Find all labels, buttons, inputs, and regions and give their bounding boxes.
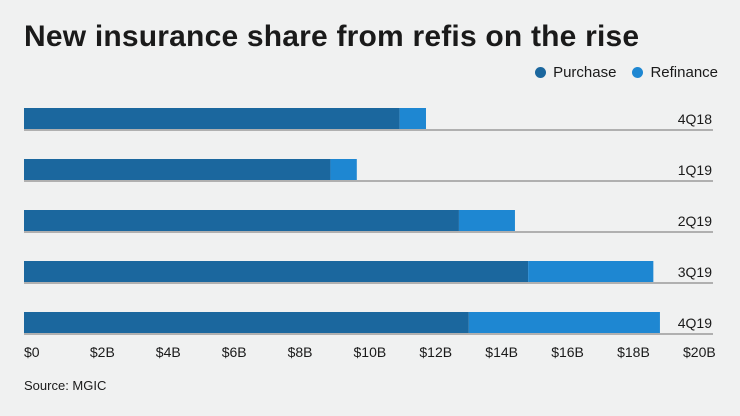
category-label: 1Q19 bbox=[678, 162, 712, 178]
x-tick-label: $6B bbox=[222, 344, 247, 360]
source-note: Source: MGIC bbox=[24, 378, 107, 393]
bar-purchase-4Q19 bbox=[24, 312, 469, 333]
category-label: 4Q19 bbox=[678, 315, 712, 331]
bar-refinance-4Q18 bbox=[399, 108, 426, 129]
x-tick-label: $10B bbox=[354, 344, 387, 360]
bar-purchase-2Q19 bbox=[24, 210, 459, 231]
bar-purchase-4Q18 bbox=[24, 108, 400, 129]
bar-refinance-3Q19 bbox=[528, 261, 654, 282]
x-tick-label: $8B bbox=[288, 344, 313, 360]
legend-item-refinance: Refinance bbox=[632, 64, 718, 81]
bar-refinance-2Q19 bbox=[458, 210, 515, 231]
category-label: 4Q18 bbox=[678, 111, 712, 127]
x-tick-label: $12B bbox=[419, 344, 452, 360]
x-tick-label: $16B bbox=[551, 344, 584, 360]
legend-item-purchase: Purchase bbox=[535, 64, 616, 81]
legend-label-refinance: Refinance bbox=[650, 64, 718, 81]
bar-purchase-3Q19 bbox=[24, 261, 529, 282]
x-tick-label: $20B bbox=[683, 344, 716, 360]
x-tick-label: $14B bbox=[485, 344, 518, 360]
bar-purchase-1Q19 bbox=[24, 159, 331, 180]
x-tick-label: $2B bbox=[90, 344, 115, 360]
x-tick-label: $0 bbox=[24, 344, 40, 360]
legend-label-purchase: Purchase bbox=[553, 64, 617, 81]
bar-refinance-4Q19 bbox=[468, 312, 660, 333]
legend-swatch-refinance bbox=[632, 67, 644, 78]
legend-swatch-purchase bbox=[535, 67, 547, 78]
category-label: 3Q19 bbox=[678, 264, 712, 280]
x-tick-label: $4B bbox=[156, 344, 181, 360]
legend: Purchase Refinance bbox=[535, 64, 718, 81]
category-label: 2Q19 bbox=[678, 213, 712, 229]
chart-title: New insurance share from refis on the ri… bbox=[24, 20, 640, 53]
bar-refinance-1Q19 bbox=[330, 159, 357, 180]
x-tick-label: $18B bbox=[617, 344, 650, 360]
